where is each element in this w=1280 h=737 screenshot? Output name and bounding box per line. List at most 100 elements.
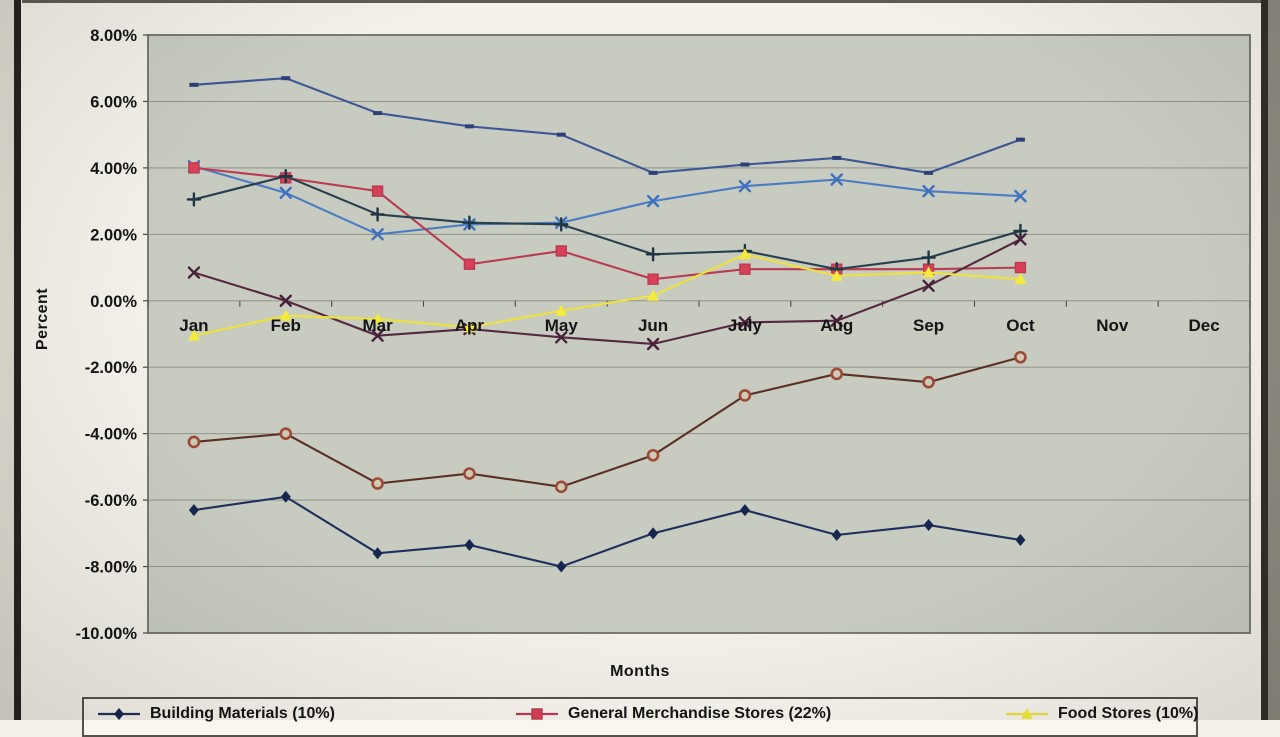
x-marker — [187, 266, 201, 279]
legend-label: General Merchandise Stores (22%) — [568, 705, 832, 722]
series-line-unlabeled-dark-slate-plus — [193, 175, 1021, 271]
legend-item-food-stores: Food Stores (10%) — [1004, 705, 1198, 723]
series-unlabeled-dark-blue-dash — [189, 76, 1025, 175]
y-tick-label: -10.00% — [76, 625, 138, 643]
x-marker — [738, 316, 752, 329]
dash-marker — [373, 111, 383, 116]
diamond-marker — [188, 504, 199, 517]
x-category-label: Apr — [455, 316, 485, 335]
y-tick-label: 8.00% — [90, 27, 137, 45]
square-marker — [531, 708, 543, 720]
diamond-marker — [114, 708, 124, 720]
circle-marker — [371, 477, 384, 490]
x-marker — [371, 329, 384, 342]
x-marker — [279, 294, 292, 307]
y-tick-label: 4.00% — [90, 160, 137, 178]
x-marker — [646, 337, 660, 351]
x-marker — [371, 228, 384, 241]
dash-marker — [556, 132, 566, 137]
circle-marker — [646, 448, 660, 462]
square-marker — [371, 185, 384, 197]
triangle-marker — [371, 313, 384, 325]
diamond-marker — [923, 519, 934, 532]
diamond-marker — [1015, 533, 1026, 546]
dash-marker — [832, 155, 842, 160]
series-line-building-materials — [193, 495, 1021, 568]
x-marker — [1014, 189, 1027, 203]
legend-label: Food Stores (10%) — [1058, 705, 1199, 722]
circle-marker — [830, 367, 844, 381]
diamond-marker — [739, 504, 750, 517]
square-marker — [739, 263, 751, 275]
y-tick-label: -8.00% — [85, 559, 138, 577]
y-axis-title: Percent — [34, 287, 52, 351]
diamond-marker — [831, 528, 842, 541]
circle-marker — [738, 389, 752, 402]
legend-marker-square-icon — [516, 708, 558, 720]
x-marker — [922, 184, 935, 198]
series-line-unlabeled-brown-circle — [193, 356, 1021, 488]
x-category-label: Jun — [638, 316, 668, 335]
triangle-marker — [830, 269, 843, 281]
x-marker — [922, 279, 935, 293]
x-category-label: Aug — [820, 316, 853, 335]
dash-marker — [648, 170, 658, 175]
square-marker — [463, 258, 476, 270]
legend-marker-diamond-icon — [98, 708, 140, 720]
x-category-label: Mar — [362, 316, 393, 335]
series-line-unlabeled-light-blue-x — [193, 165, 1021, 236]
series-line-food-stores — [193, 253, 1021, 337]
series-line-general-merchandise-stores — [193, 166, 1021, 281]
triangle-marker — [1021, 708, 1033, 719]
x-category-label: Sep — [913, 316, 944, 335]
legend-item-building-materials: Building Materials (10%) — [96, 705, 335, 723]
circle-marker — [554, 480, 568, 494]
dash-marker — [281, 76, 291, 81]
x-marker — [830, 314, 843, 327]
x-category-label: Feb — [271, 316, 301, 335]
x-category-label: Nov — [1096, 316, 1129, 335]
chart-legend: Building Materials (10%) General Merchand… — [82, 697, 1198, 737]
y-tick-label: 6.00% — [90, 93, 137, 111]
dash-marker — [924, 170, 934, 175]
y-tick-label: -2.00% — [85, 359, 138, 377]
x-category-label: July — [728, 316, 763, 335]
x-marker — [830, 173, 843, 186]
x-axis-title: Months — [610, 663, 670, 680]
dash-marker — [189, 82, 199, 87]
triangle-marker — [922, 266, 935, 278]
x-marker — [646, 194, 660, 208]
series-building-materials — [188, 490, 1026, 573]
line-chart-plot-area: 8.00% 6.00% 4.00% 2.00% 0.00% -2.00% -4.00% -6.… — [76, 27, 1251, 643]
dash-marker — [464, 124, 474, 129]
square-marker — [188, 162, 200, 174]
legend-item-general-merchandise-stores: General Merchandise Stores (22%) — [514, 705, 831, 723]
triangle-marker — [738, 248, 751, 260]
x-category-label: May — [545, 316, 579, 335]
series-unlabeled-brown-circle — [187, 350, 1027, 494]
y-tick-label: -6.00% — [85, 492, 138, 510]
y-tick-label: -4.00% — [85, 426, 138, 444]
x-category-label: Dec — [1188, 316, 1219, 335]
diamond-marker — [556, 560, 567, 573]
diamond-marker — [648, 527, 659, 540]
triangle-marker — [463, 321, 476, 333]
square-marker — [1014, 261, 1027, 274]
circle-marker — [279, 427, 293, 440]
x-marker — [1014, 233, 1027, 246]
diamond-marker — [372, 547, 383, 560]
circle-marker — [1014, 350, 1027, 364]
triangle-marker — [1014, 273, 1027, 285]
square-marker — [555, 245, 567, 257]
x-marker — [279, 186, 292, 200]
triangle-marker — [555, 304, 568, 316]
x-category-label: Jan — [179, 316, 208, 335]
series-line-unlabeled-dark-blue-dash — [193, 77, 1021, 174]
dash-marker — [740, 162, 750, 167]
dash-marker — [1015, 137, 1025, 142]
legend-label: Building Materials (10%) — [150, 705, 335, 722]
circle-marker — [922, 375, 935, 389]
x-category-label: Oct — [1006, 316, 1035, 335]
diamond-marker — [464, 538, 475, 551]
diamond-marker — [280, 490, 291, 503]
